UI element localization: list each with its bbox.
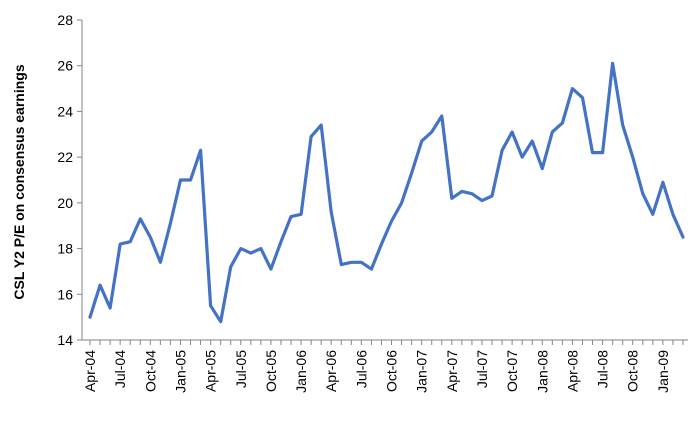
data-point [641,192,644,195]
data-point [350,261,353,264]
data-point [320,123,323,127]
data-point [108,306,112,310]
y-tick-label: 18 [57,241,73,257]
data-point [460,190,464,193]
y-tick-label: 20 [57,195,73,211]
x-tick-label: Oct-04 [142,350,158,392]
data-point [259,247,263,250]
data-point [500,149,504,152]
data-point [199,149,202,152]
data-point [510,130,514,134]
x-tick-label: Jan-07 [414,350,430,393]
data-point [480,199,484,202]
x-tick-label: Oct-07 [504,350,520,392]
data-point [279,240,283,243]
data-point [309,135,313,138]
data-point [541,167,544,170]
y-tick-label: 14 [57,332,73,348]
data-point [370,267,373,271]
data-point [490,194,494,198]
x-tick-label: Jul-07 [474,350,490,388]
x-tick-label: Jan-06 [293,350,309,393]
x-tick-label: Jul-06 [353,350,369,388]
data-point [621,123,624,127]
y-axis-ticks: 14 16 18 20 22 24 26 28 [57,12,82,348]
x-tick-label: Jan-08 [534,350,550,393]
x-tick-label: Oct-05 [263,350,279,392]
data-point [450,197,453,200]
data-point [551,130,554,134]
series-line-0 [88,61,685,324]
data-point [561,121,564,125]
data-point [299,213,303,216]
data-point [470,192,474,195]
x-tick-label: Jan-09 [655,350,671,393]
x-tick-label: Jul-04 [112,350,128,388]
data-point [249,251,252,255]
data-point [129,240,132,243]
data-point [88,315,92,319]
data-point [289,215,293,218]
data-point [591,151,594,154]
x-tick-label: Jul-08 [595,350,611,388]
data-point [179,178,182,182]
x-axis-ticks: Apr-04 Jul-04 Oct-04 Jan-05 Apr-05 Jul-05 Oct-… [82,340,684,393]
data-point [601,151,604,154]
data-point [380,242,383,246]
data-point [440,114,443,118]
data-point [671,213,675,216]
data-point [219,320,222,323]
data-point [360,261,363,264]
data-point [531,139,534,143]
data-point [340,263,343,266]
data-point [390,219,393,223]
series-group [88,61,685,324]
x-tick-label: Jul-05 [233,350,249,388]
data-point [189,178,192,182]
data-point [209,304,212,307]
data-point [521,155,524,159]
y-axis-title: CSL Y2 P/E on consensus earnings [11,64,27,299]
data-point [119,242,122,246]
data-point [159,261,162,264]
x-tick-label: Apr-06 [323,350,339,392]
y-tick-label: 26 [57,58,73,74]
data-point [661,181,665,184]
data-point [269,267,273,271]
data-point [410,171,413,175]
y-axis-title-group: CSL Y2 P/E on consensus earnings [11,64,27,299]
y-tick-label: 16 [57,286,73,302]
data-point [400,201,403,205]
data-point [149,235,152,239]
y-tick-label: 22 [57,149,73,165]
x-tick-label: Oct-06 [384,350,400,392]
x-tick-label: Oct-08 [625,350,641,392]
data-point [571,87,574,90]
x-tick-label: Apr-04 [82,350,98,392]
data-point [239,247,242,250]
data-point [631,155,634,159]
data-point [229,265,232,269]
data-point [581,96,584,99]
y-tick-label: 24 [57,103,73,119]
data-point [420,139,423,143]
data-point [430,130,433,134]
x-tick-label: Apr-05 [203,350,219,392]
x-tick-label: Apr-08 [564,350,580,392]
data-point [139,217,142,221]
y-tick-label: 28 [57,12,73,28]
data-point [169,222,172,225]
data-point [611,62,614,65]
x-tick-label: Jan-05 [172,350,188,393]
data-point [681,235,685,239]
data-point [651,213,654,216]
data-point [330,210,333,214]
data-point [98,283,102,287]
x-tick-label: Apr-07 [444,350,460,392]
